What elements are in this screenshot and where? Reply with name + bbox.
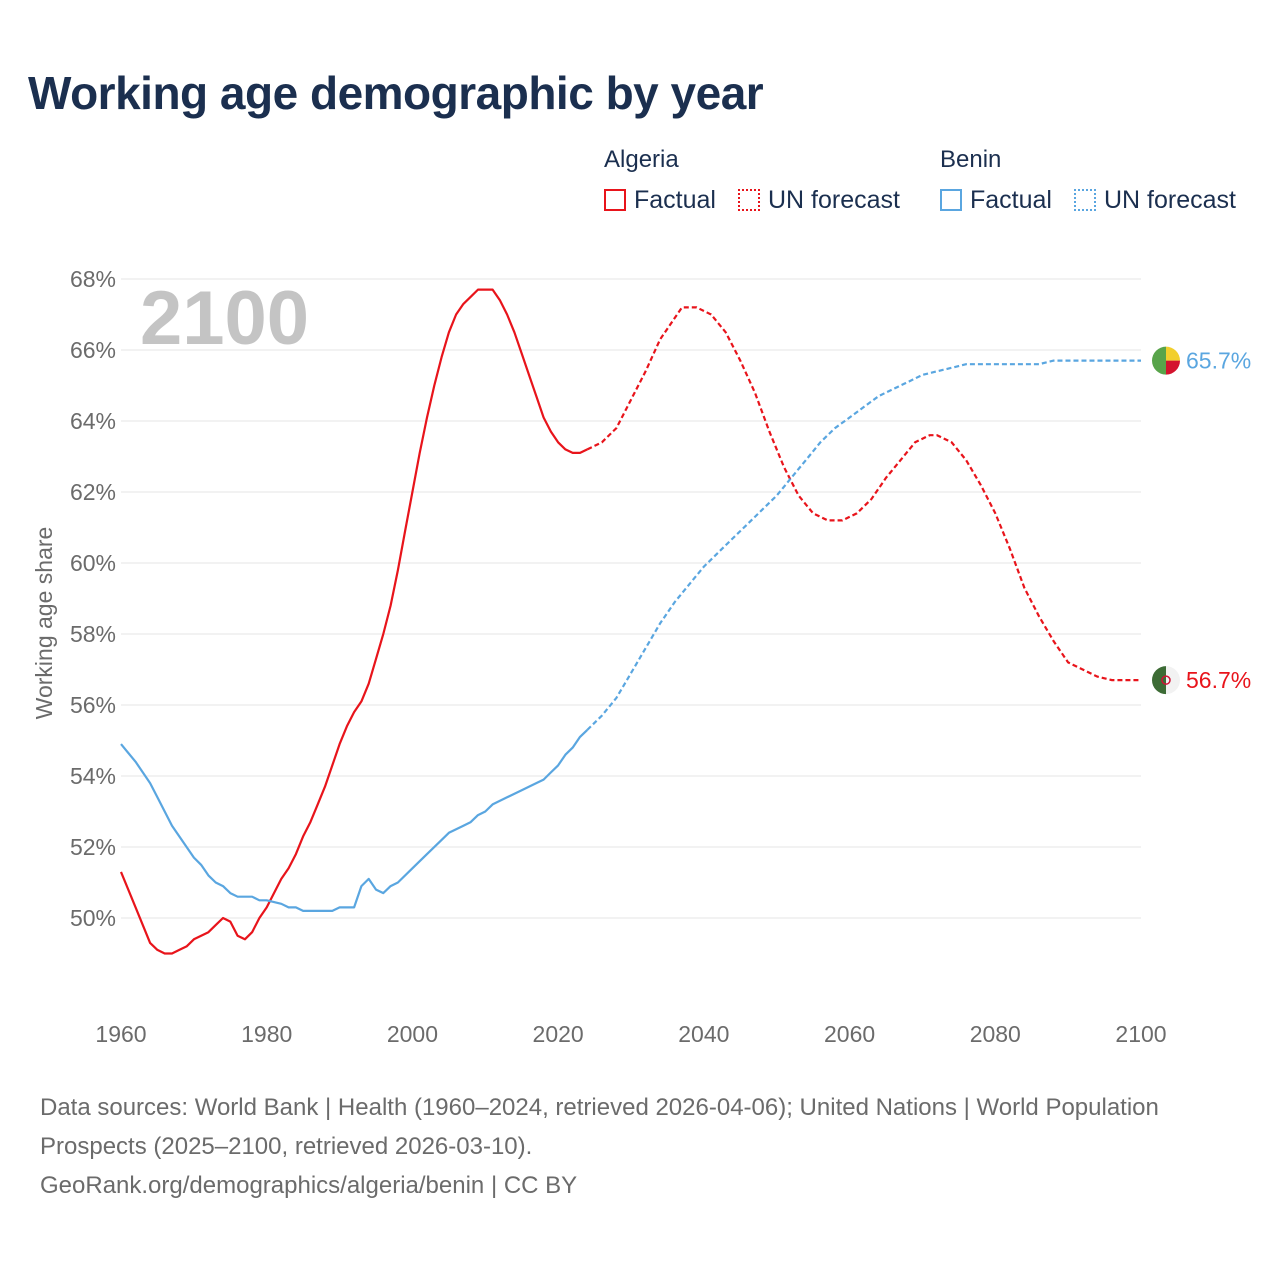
- legend-swatch-benin-factual: [940, 189, 962, 211]
- y-tick-label: 62%: [70, 479, 116, 505]
- legend-benin-forecast[interactable]: UN forecast: [1074, 186, 1236, 214]
- legend-label-benin-factual: Factual: [970, 185, 1052, 214]
- source-line-1: Data sources: World Bank | Health (1960–…: [40, 1094, 1159, 1160]
- series-algeria-forecast-line: [586, 306, 1141, 682]
- x-tick-label: 2000: [387, 1021, 438, 1047]
- x-tick-label: 2040: [678, 1021, 729, 1047]
- algeria-flag-white-half: [1166, 666, 1181, 695]
- y-tick-label: 68%: [70, 266, 116, 292]
- x-tick-label: 2080: [970, 1021, 1021, 1047]
- legend-algeria-factual[interactable]: Factual: [604, 186, 716, 214]
- legend-benin-factual[interactable]: Factual: [940, 186, 1052, 214]
- legend-title-algeria: Algeria: [604, 146, 679, 173]
- algeria-flag-green-half: [1152, 666, 1166, 695]
- y-tick-label: 56%: [70, 692, 116, 718]
- y-tick-label: 50%: [70, 905, 116, 931]
- source-line-2: GeoRank.org/demographics/algeria/benin |…: [40, 1172, 578, 1199]
- legend-label-benin-forecast: UN forecast: [1104, 185, 1236, 214]
- legend-swatch-benin-forecast: [1074, 189, 1096, 211]
- chart-title: Working age demographic by year: [28, 67, 764, 119]
- legend-swatch-algeria-forecast: [738, 189, 760, 211]
- x-tick-label: 2100: [1115, 1021, 1166, 1047]
- y-tick-label: 54%: [70, 763, 116, 789]
- benin-flag-red-quarter: [1166, 360, 1180, 375]
- y-tick-label: 58%: [70, 621, 116, 647]
- y-tick-label: 64%: [70, 408, 116, 434]
- source-note: Data sources: World Bank | Health (1960–…: [40, 1088, 1200, 1205]
- legend-label-algeria-factual: Factual: [634, 185, 716, 214]
- series-benin-forecast-line: [586, 359, 1141, 731]
- series-benin-end-label: 65.7%: [1186, 348, 1251, 374]
- benin-flag-yellow-quarter: [1166, 346, 1181, 361]
- series-benin-factual-line: [120, 729, 589, 912]
- legend-label-algeria-forecast: UN forecast: [768, 185, 900, 214]
- year-watermark: 2100: [140, 276, 309, 361]
- line-chart: 50% 52% 54% 56% 58% 60% 62% 64% 66% 68% 1960 1980 20…: [31, 266, 1251, 1047]
- legend-swatch-algeria-factual: [604, 189, 626, 211]
- y-tick-label: 60%: [70, 550, 116, 576]
- series-algeria-end-label: 56.7%: [1186, 667, 1251, 693]
- x-tick-label: 1960: [95, 1021, 146, 1047]
- x-tick-label: 2060: [824, 1021, 875, 1047]
- algeria-flag-crescent: [1161, 675, 1171, 685]
- y-tick-label: 52%: [70, 834, 116, 860]
- series-algeria-factual-line: [119, 288, 588, 955]
- y-tick-label: 66%: [70, 337, 116, 363]
- legend-title-benin: Benin: [940, 146, 1002, 173]
- x-tick-label: 2020: [533, 1021, 584, 1047]
- legend-algeria-forecast[interactable]: UN forecast: [738, 186, 900, 214]
- benin-flag-green-half: [1152, 346, 1166, 375]
- x-tick-label: 1980: [241, 1021, 292, 1047]
- y-axis-label: Working age share: [31, 527, 57, 720]
